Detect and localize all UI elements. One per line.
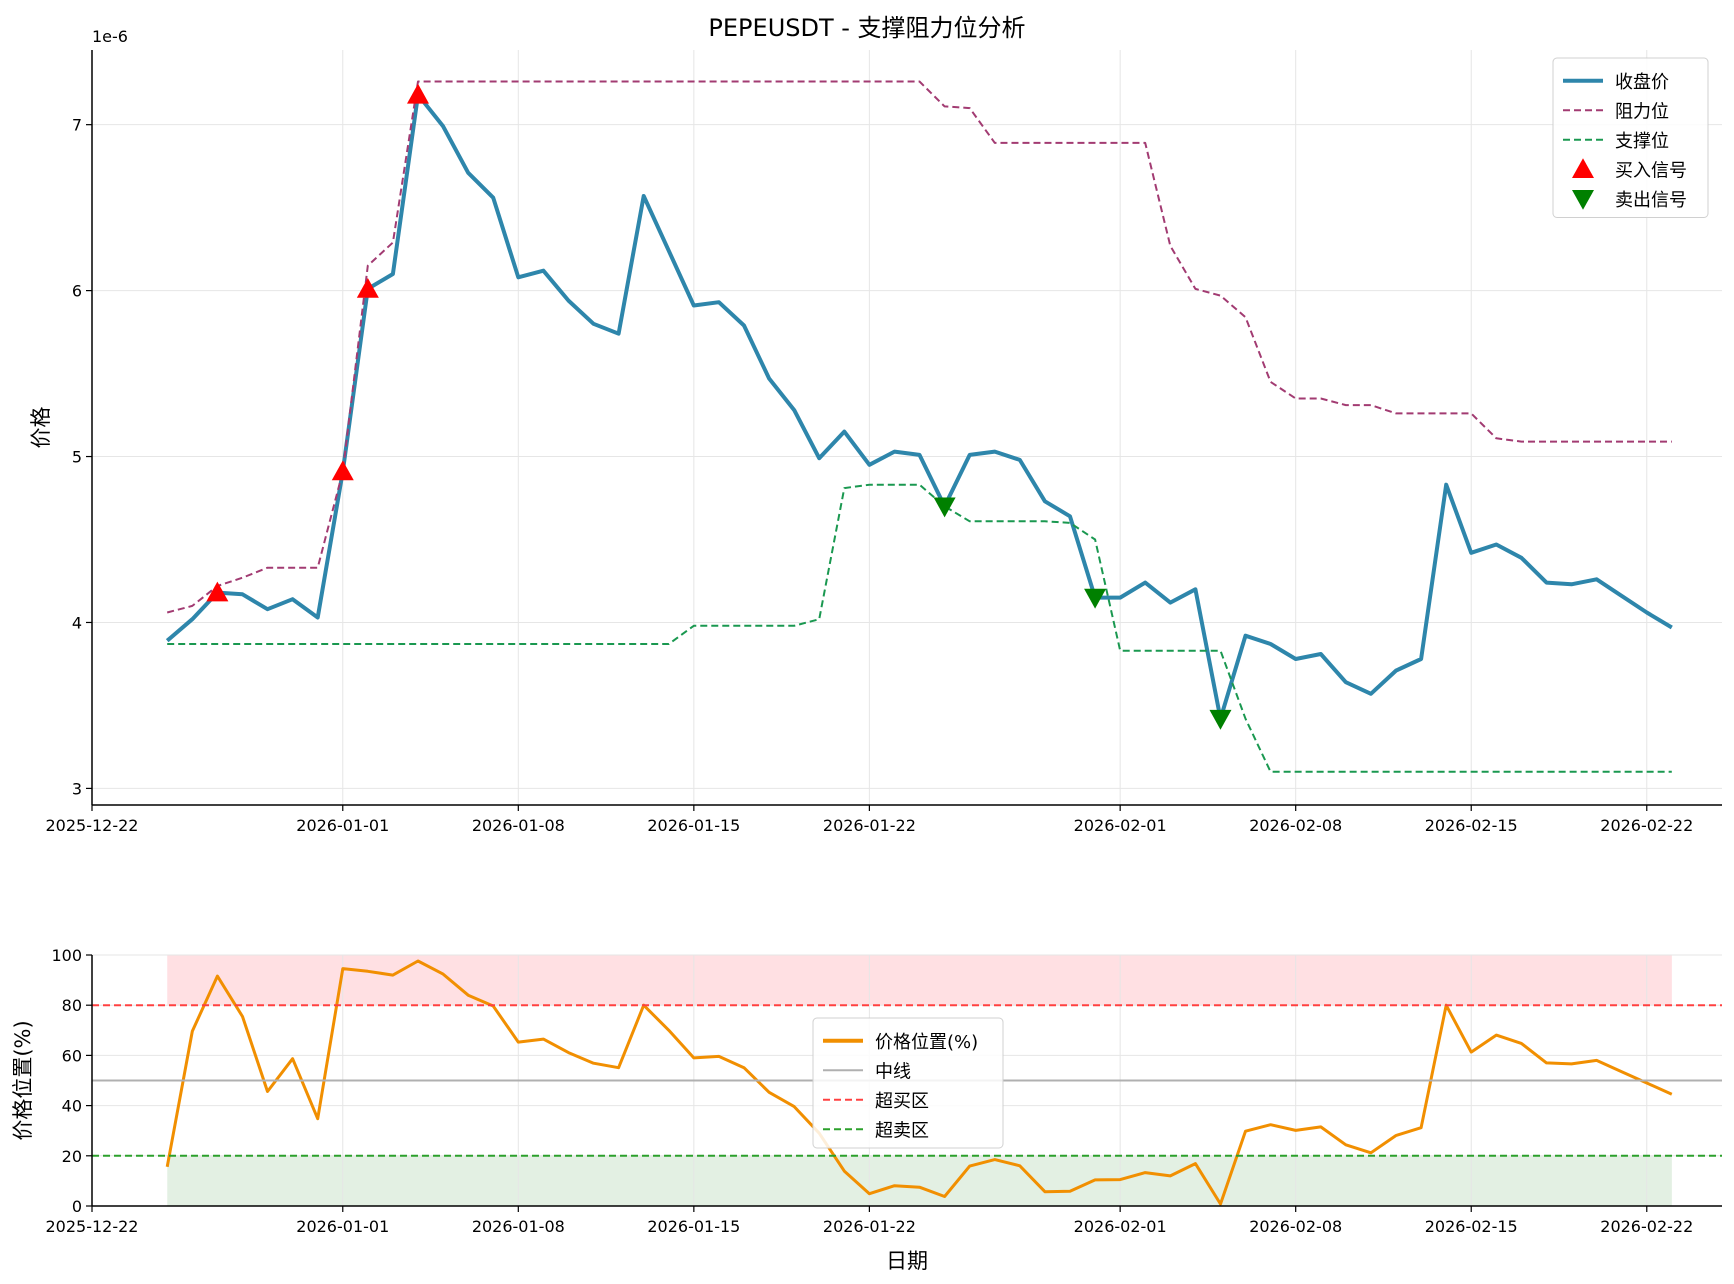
legend-label: 中线 bbox=[875, 1061, 911, 1082]
legend-label: 价格位置(%) bbox=[875, 1032, 978, 1053]
y-tick-label: 80 bbox=[62, 996, 82, 1015]
x-tick-label: 2026-02-01 bbox=[1074, 816, 1167, 835]
price-chart: 3 4 5 6 7 2025-12-22 2026-01-01 2026-01-08 2026-… bbox=[29, 27, 1722, 835]
legend-label: 卖出信号 bbox=[1615, 190, 1687, 211]
sell-signal-marker bbox=[933, 497, 956, 518]
y-axis-label: 价格 bbox=[29, 407, 53, 449]
x-tick-label: 2026-01-01 bbox=[296, 816, 389, 835]
y-tick-label: 60 bbox=[62, 1046, 82, 1065]
x-tick-label: 2026-02-01 bbox=[1074, 1217, 1167, 1236]
x-tick-label: 2026-02-15 bbox=[1425, 1217, 1518, 1236]
x-tick-label: 2026-01-15 bbox=[647, 816, 740, 835]
legend-label: 买入信号 bbox=[1615, 160, 1687, 181]
x-tick-label: 2026-02-22 bbox=[1600, 1217, 1693, 1236]
y-tick-label: 20 bbox=[62, 1147, 82, 1166]
y-offset-text: 1e-6 bbox=[92, 27, 128, 46]
shaded-region-0 bbox=[167, 955, 1672, 1006]
y-axis-label: 价格位置(%) bbox=[11, 1020, 35, 1140]
x-tick-label: 2026-01-01 bbox=[296, 1217, 389, 1236]
legend-label: 收盘价 bbox=[1615, 72, 1669, 93]
legend-box bbox=[812, 1017, 1004, 1149]
buy-signal-marker bbox=[407, 83, 429, 104]
legend-marker-swatch bbox=[1572, 158, 1594, 179]
x-tick-label: 2026-01-22 bbox=[823, 1217, 916, 1236]
chart-title: PEPEUSDT - 支撑阻力位分析 bbox=[708, 14, 1025, 42]
shaded-region-1 bbox=[167, 1155, 1672, 1206]
x-tick-label: 2026-01-22 bbox=[823, 816, 916, 835]
y-tick-label: 5 bbox=[72, 448, 82, 467]
x-tick-label: 2026-02-08 bbox=[1249, 1217, 1342, 1236]
sell-signal-marker bbox=[1084, 588, 1107, 609]
x-tick-label: 2026-02-15 bbox=[1425, 816, 1518, 835]
series-line-1 bbox=[166, 80, 1672, 614]
buy-signal-marker bbox=[356, 277, 379, 298]
x-tick-label: 2026-01-08 bbox=[472, 816, 565, 835]
sell-signal-marker bbox=[1209, 709, 1232, 730]
x-tick-label: 2025-12-22 bbox=[46, 1217, 139, 1236]
legend-label: 支撑位 bbox=[1615, 131, 1669, 152]
buy-signal-marker bbox=[331, 460, 354, 481]
position-chart: 0 20 40 60 80 100 2025-12-22 2026-01-01 2026-01-… bbox=[11, 946, 1722, 1273]
buy-signal-marker bbox=[206, 581, 229, 602]
legend-label: 超卖区 bbox=[875, 1120, 929, 1141]
x-axis-label: 日期 bbox=[886, 1249, 928, 1273]
y-tick-label: 0 bbox=[72, 1197, 82, 1216]
x-tick-label: 2025-12-22 bbox=[46, 816, 139, 835]
x-tick-label: 2026-02-22 bbox=[1600, 816, 1693, 835]
series-line-2 bbox=[167, 483, 1672, 773]
legend-label: 超买区 bbox=[875, 1091, 929, 1112]
x-tick-label: 2026-01-08 bbox=[472, 1217, 565, 1236]
y-tick-label: 6 bbox=[72, 282, 82, 301]
x-tick-label: 2026-02-08 bbox=[1249, 816, 1342, 835]
legend-marker-swatch bbox=[1572, 189, 1594, 210]
y-tick-label: 40 bbox=[62, 1097, 82, 1116]
legend-label: 阻力位 bbox=[1615, 101, 1669, 122]
x-tick-label: 2026-01-15 bbox=[647, 1217, 740, 1236]
y-tick-label: 4 bbox=[72, 613, 82, 632]
y-tick-label: 100 bbox=[51, 946, 82, 965]
y-tick-label: 7 bbox=[72, 116, 82, 135]
series-line-0 bbox=[165, 959, 1673, 1206]
y-tick-label: 3 bbox=[72, 779, 82, 798]
